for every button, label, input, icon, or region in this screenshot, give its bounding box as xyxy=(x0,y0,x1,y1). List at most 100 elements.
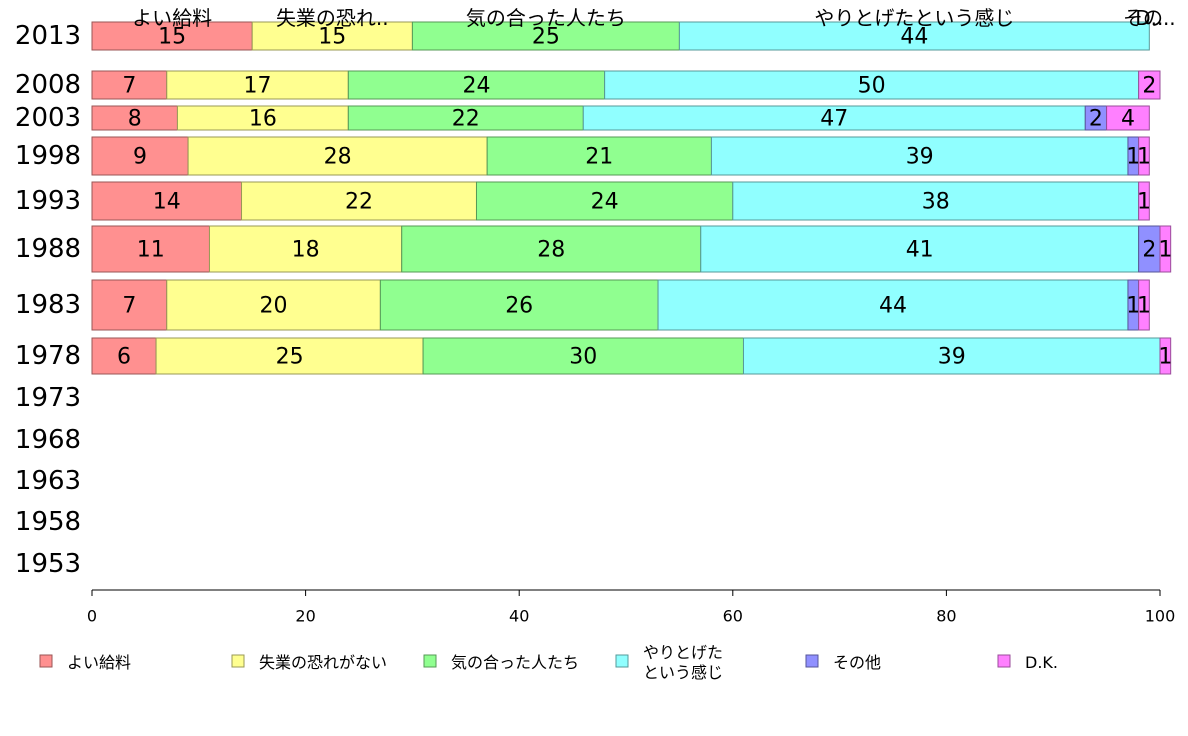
series-top-label: よい給料 xyxy=(132,6,212,30)
data-label: 9 xyxy=(133,145,147,170)
data-label: 2 xyxy=(1089,107,1103,132)
category-label: 1993 xyxy=(15,186,81,216)
data-label: 1 xyxy=(1158,238,1172,263)
x-tick-label: 60 xyxy=(723,607,743,626)
data-label: 39 xyxy=(906,145,934,170)
bar-segment xyxy=(91,105,178,131)
legend-label: D.K. xyxy=(1025,653,1058,672)
data-label: 17 xyxy=(244,74,272,99)
bar-segment xyxy=(657,279,1129,331)
data-label: 30 xyxy=(569,345,597,370)
data-label: 28 xyxy=(324,145,352,170)
bar-segment xyxy=(710,136,1129,176)
bar-segment xyxy=(475,181,734,221)
data-label: 1 xyxy=(1137,294,1151,319)
legend-swatch xyxy=(805,654,819,668)
data-label: 21 xyxy=(585,145,613,170)
legend-label: よい給料 xyxy=(67,653,131,672)
legend-swatch xyxy=(423,654,437,668)
data-label: 25 xyxy=(532,25,560,50)
data-label: 18 xyxy=(292,238,320,263)
bar-segment xyxy=(1138,279,1150,331)
bar-segment xyxy=(347,70,606,100)
data-label: 1 xyxy=(1126,294,1140,319)
data-label: 24 xyxy=(591,190,619,215)
data-label: 41 xyxy=(906,238,934,263)
data-label: 2 xyxy=(1142,74,1156,99)
category-label: 1973 xyxy=(15,383,81,413)
bar-segment xyxy=(732,181,1140,221)
legend-label: やりとげたという感じ xyxy=(643,643,723,682)
category-label: 2003 xyxy=(15,103,81,133)
data-label: 28 xyxy=(537,238,565,263)
bar-segment xyxy=(91,21,253,51)
legend-swatch xyxy=(39,654,53,668)
data-label: 15 xyxy=(318,25,346,50)
bar-segment xyxy=(422,337,744,375)
category-label: 2013 xyxy=(15,21,81,51)
series-top-label: 気の合った人たち xyxy=(466,6,626,30)
category-label: 1998 xyxy=(15,141,81,171)
x-tick-label: 20 xyxy=(295,607,315,626)
data-label: 25 xyxy=(276,345,304,370)
bar-segment xyxy=(486,136,712,176)
data-label: 47 xyxy=(820,107,848,132)
bar-segment xyxy=(251,21,413,51)
legend-swatch xyxy=(615,654,629,668)
bar-segment xyxy=(401,225,702,273)
data-label: 8 xyxy=(128,107,142,132)
category-label: 1978 xyxy=(15,341,81,371)
legend-label: 失業の恐れがない xyxy=(259,653,387,672)
legend-label: その他 xyxy=(833,653,881,672)
bar-segment xyxy=(1138,136,1150,176)
data-label: 2 xyxy=(1142,238,1156,263)
data-label: 4 xyxy=(1121,107,1135,132)
bar-segment xyxy=(700,225,1140,273)
category-label: 1968 xyxy=(15,425,81,455)
bar-segment xyxy=(166,279,381,331)
category-label: 1958 xyxy=(15,507,81,537)
bar-segment xyxy=(91,70,168,100)
series-top-label: 失業の恐れ.. xyxy=(276,6,389,30)
data-label: 24 xyxy=(462,74,490,99)
data-label: 22 xyxy=(452,107,480,132)
bar-segment xyxy=(1138,70,1161,100)
bar-segment xyxy=(1159,337,1172,375)
data-label: 1 xyxy=(1137,190,1151,215)
bar-segment xyxy=(347,105,584,131)
data-label: 44 xyxy=(879,294,907,319)
data-label: 1 xyxy=(1126,145,1140,170)
data-label: 50 xyxy=(858,74,886,99)
data-label: 22 xyxy=(345,190,373,215)
bar-segment xyxy=(1138,181,1150,221)
bar-segment xyxy=(155,337,424,375)
bar-segment xyxy=(187,136,488,176)
x-tick-label: 80 xyxy=(936,607,956,626)
legend-label: 気の合った人たち xyxy=(451,653,579,672)
data-label: 26 xyxy=(505,294,533,319)
data-label: 7 xyxy=(122,74,136,99)
bar-segment xyxy=(379,279,659,331)
data-label: 6 xyxy=(117,345,131,370)
category-label: 1983 xyxy=(15,290,81,320)
bar-segment xyxy=(91,136,189,176)
bar-segment xyxy=(91,279,168,331)
category-label: 1953 xyxy=(15,549,81,579)
legend-swatch xyxy=(997,654,1011,668)
bar-segment xyxy=(582,105,1086,131)
x-tick-label: 100 xyxy=(1145,607,1176,626)
bar-segment xyxy=(742,337,1161,375)
bar-segment xyxy=(678,21,1150,51)
x-tick-label: 0 xyxy=(87,607,97,626)
data-label: 7 xyxy=(122,294,136,319)
data-label: 38 xyxy=(922,190,950,215)
category-label: 1988 xyxy=(15,234,81,264)
bar-segment xyxy=(1106,105,1150,131)
category-label: 2008 xyxy=(15,70,81,100)
data-label: 14 xyxy=(153,190,181,215)
bar-segment xyxy=(91,181,243,221)
series-top-label: D.. xyxy=(1135,6,1163,30)
data-label: 39 xyxy=(938,345,966,370)
x-tick-label: 40 xyxy=(509,607,529,626)
